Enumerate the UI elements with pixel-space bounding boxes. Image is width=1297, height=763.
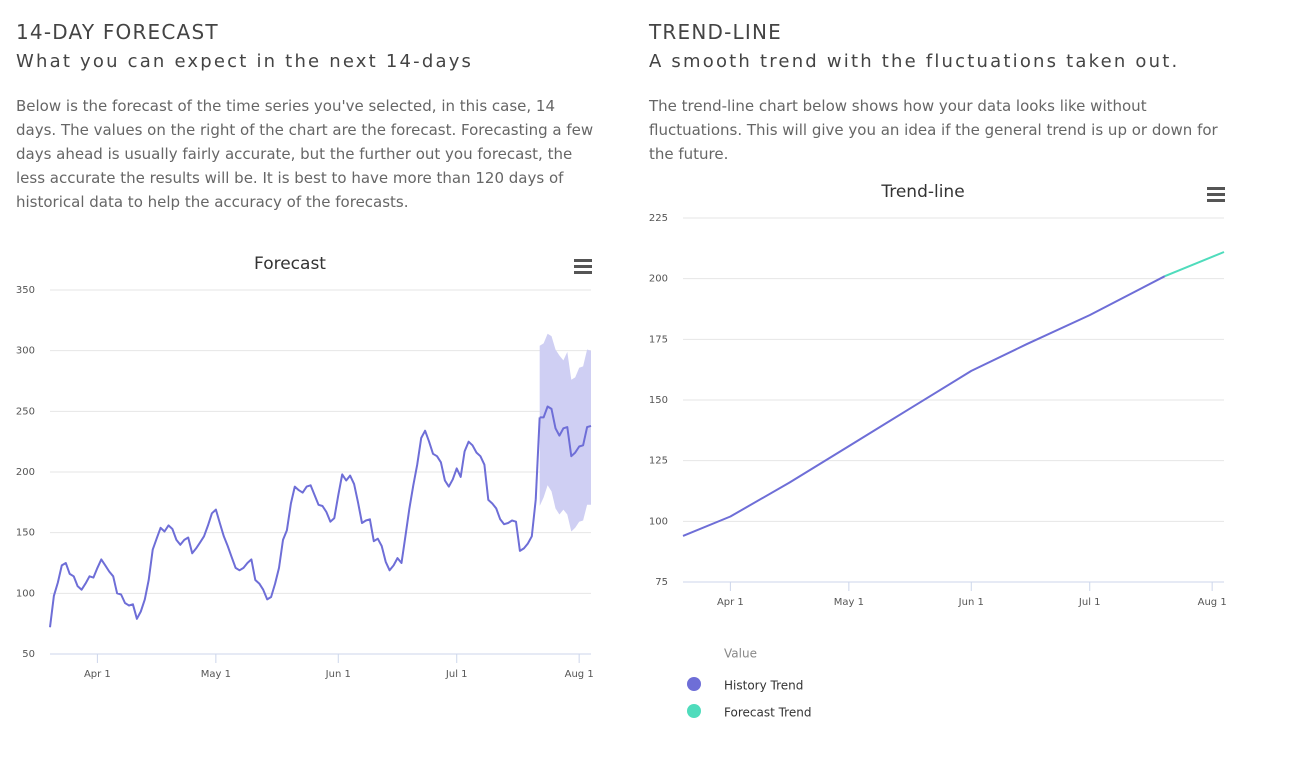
x-tick-label: Jul 1	[1078, 597, 1101, 608]
series-line	[49, 429, 537, 628]
series-line	[682, 275, 1166, 537]
y-tick-label: 50	[22, 649, 35, 660]
series-connector	[534, 417, 541, 500]
y-tick-label: 125	[649, 456, 668, 467]
y-tick-label: 200	[16, 467, 35, 478]
x-tick-label: May 1	[201, 669, 231, 680]
legend-title: Value	[724, 647, 757, 661]
y-tick-label: 225	[649, 213, 668, 224]
y-tick-label: 200	[649, 274, 668, 285]
section-text: The trend-line chart below shows how you…	[649, 97, 1218, 163]
y-tick-label: 75	[655, 577, 668, 588]
x-tick-label: Aug 1	[1198, 597, 1227, 608]
y-tick-label: 300	[16, 346, 35, 357]
menu-icon[interactable]	[574, 259, 592, 274]
series-line	[539, 405, 592, 458]
y-tick-label: 150	[649, 395, 668, 406]
x-tick-label: Apr 1	[84, 669, 111, 680]
y-tick-label: 350	[16, 285, 35, 296]
legend-swatch	[687, 704, 701, 718]
chart-title: Trend-line	[880, 182, 964, 202]
section-text: Below is the forecast of the time series…	[16, 97, 594, 211]
y-tick-label: 100	[649, 516, 668, 527]
trend-section: TREND-LINE A smooth trend with the fluct…	[649, 18, 1229, 166]
section-subheading: A smooth trend with the fluctuations tak…	[649, 51, 1180, 72]
section-heading: 14-DAY FORECAST	[16, 20, 219, 44]
forecast-band	[539, 333, 591, 532]
legend-swatch	[687, 677, 701, 691]
x-tick-label: Apr 1	[717, 597, 744, 608]
y-tick-label: 175	[649, 334, 668, 345]
series-line	[1164, 251, 1225, 278]
x-tick-label: May 1	[834, 597, 864, 608]
y-tick-label: 100	[16, 588, 35, 599]
chart-title: Forecast	[254, 254, 326, 274]
y-tick-label: 150	[16, 528, 35, 539]
x-tick-label: Jun 1	[325, 669, 351, 680]
section-subheading: What you can expect in the next 14-days	[16, 51, 474, 72]
section-heading: TREND-LINE	[649, 20, 782, 44]
legend-label: History Trend	[724, 679, 803, 693]
x-tick-label: Jun 1	[958, 597, 984, 608]
legend-label: Forecast Trend	[724, 706, 811, 720]
y-tick-label: 250	[16, 406, 35, 417]
x-tick-label: Aug 1	[565, 669, 594, 680]
menu-icon[interactable]	[1207, 187, 1225, 202]
forecast-section: 14-DAY FORECAST What you can expect in t…	[16, 18, 596, 214]
x-tick-label: Jul 1	[445, 669, 468, 680]
